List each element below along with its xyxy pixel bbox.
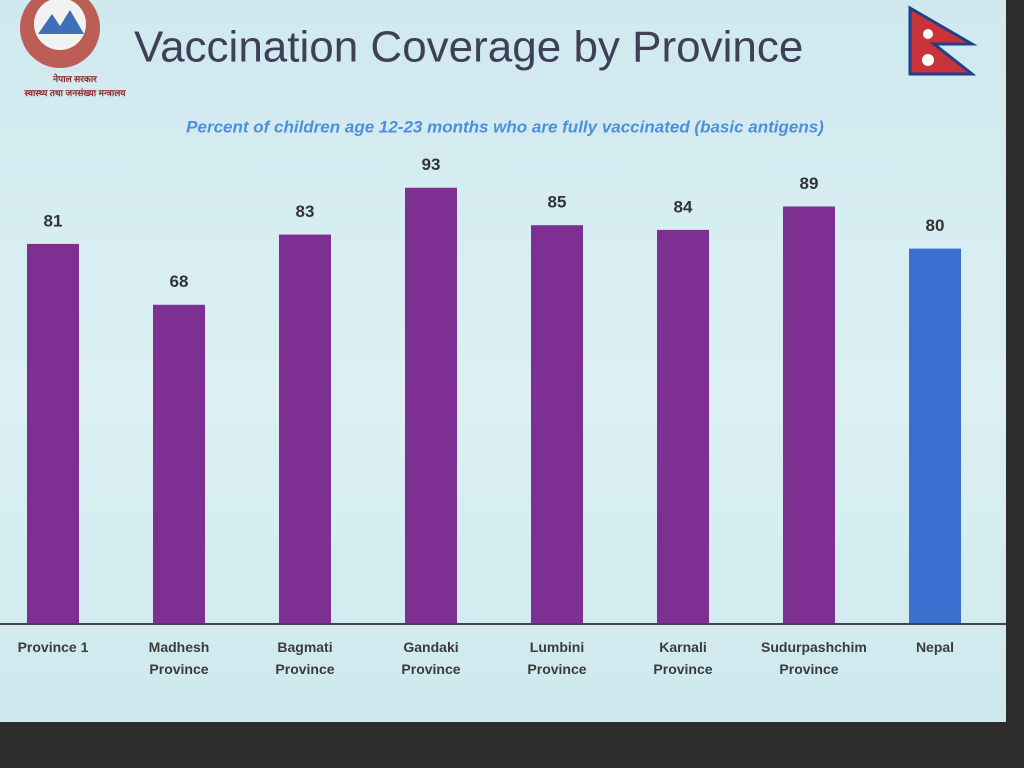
emblem	[20, 0, 100, 68]
slide: Vaccination Coverage by Province Percent…	[0, 0, 1006, 722]
x-tick-label: Madhesh Province	[148, 639, 210, 677]
value-label: 68	[170, 272, 189, 291]
x-tick-label: Karnali Province	[653, 639, 713, 677]
logo-text: स्वास्थ्य तथा जनसंख्या मन्त्रालय	[24, 88, 126, 98]
x-tick-label: Lumbini Province	[527, 639, 587, 677]
x-tick-label: Sudurpashchim Province	[761, 639, 867, 677]
bar	[909, 248, 961, 623]
chart-subtitle: Percent of children age 12-23 months who…	[186, 117, 824, 136]
x-tick-label: Gandaki Province	[401, 639, 461, 677]
chart: Vaccination Coverage by Province Percent…	[0, 0, 1006, 625]
logo-text: नेपाल सरकार	[53, 74, 97, 84]
value-label: 81	[44, 211, 63, 230]
flag	[908, 5, 978, 76]
x-tick-label: Nepal	[915, 639, 955, 655]
bar	[153, 304, 205, 623]
bar	[657, 229, 709, 623]
bar	[531, 225, 583, 623]
bar	[279, 234, 331, 623]
value-label: 93	[422, 155, 441, 174]
value-label: 80	[926, 216, 945, 235]
x-tick-label: Bagmati Province	[275, 639, 335, 677]
value-label: 83	[296, 202, 315, 221]
chart-title: Vaccination Coverage by Province	[134, 23, 803, 72]
value-label: 85	[548, 193, 567, 212]
value-label: 84	[674, 197, 693, 216]
value-label: 89	[800, 174, 819, 193]
bar	[783, 206, 835, 624]
bar	[27, 243, 79, 624]
bar	[405, 187, 457, 623]
x-tick-label: Province 1	[17, 639, 89, 655]
